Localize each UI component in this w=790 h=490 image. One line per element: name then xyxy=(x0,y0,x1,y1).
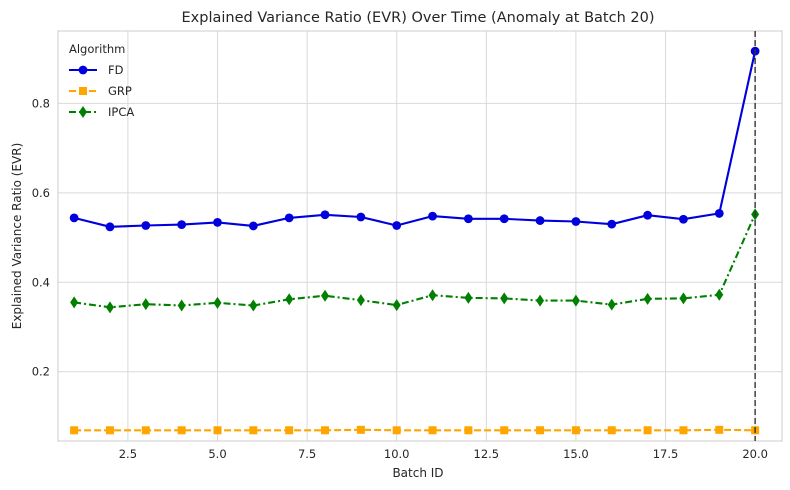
x-tick-label: 12.5 xyxy=(474,447,500,461)
ipca-line xyxy=(73,213,757,309)
grp-line xyxy=(74,428,756,432)
fd-point xyxy=(248,221,258,231)
ipca-point xyxy=(321,289,330,302)
grp-point xyxy=(500,426,509,435)
legend: Algorithm FD GRP IPCA xyxy=(69,42,134,119)
grp-point xyxy=(177,426,186,435)
y-tick-label: 0.6 xyxy=(32,186,50,200)
fd-point xyxy=(643,210,652,220)
grp-point xyxy=(105,426,114,435)
grp-point xyxy=(392,426,401,435)
y-tick-label: 0.4 xyxy=(32,275,50,289)
fd-point xyxy=(284,213,294,223)
grp-point xyxy=(70,426,79,435)
x-tick-label: 7.5 xyxy=(298,447,316,461)
fd-point xyxy=(607,219,617,229)
ipca-point xyxy=(428,289,437,302)
fd-point xyxy=(320,210,330,220)
ipca-point xyxy=(249,299,258,312)
x-tick-label: 15.0 xyxy=(563,447,589,461)
legend-marker xyxy=(79,106,87,118)
fd-point xyxy=(69,213,79,223)
legend-item-ipca: IPCA xyxy=(69,105,134,119)
ipca-point xyxy=(607,298,616,311)
grp-point xyxy=(321,426,330,435)
grp-point xyxy=(536,426,545,435)
ipca-point xyxy=(643,292,652,305)
y-axis-label: Explained Variance Ratio (EVR) xyxy=(10,143,24,330)
ipca-point xyxy=(213,296,222,309)
ipca-point xyxy=(177,299,186,312)
ipca-point xyxy=(715,288,724,301)
grp-point xyxy=(249,426,258,435)
fd-point xyxy=(428,211,437,221)
fd-point xyxy=(105,222,115,232)
plot-area-frame xyxy=(57,30,783,442)
fd-point xyxy=(213,217,222,227)
y-tick-label: 0.2 xyxy=(32,365,50,379)
x-tick-label: 10.0 xyxy=(384,447,410,461)
grp-point xyxy=(571,426,580,435)
x-tick-label: 20.0 xyxy=(742,447,768,461)
ipca-point xyxy=(536,294,545,307)
fd-point xyxy=(571,217,581,226)
ipca-point xyxy=(70,296,79,309)
fd-point xyxy=(177,220,187,229)
grp-point xyxy=(213,426,222,435)
fd-point xyxy=(356,212,366,222)
fd-point xyxy=(535,216,545,225)
fd-line xyxy=(73,50,757,228)
legend-label: FD xyxy=(108,63,124,77)
legend-label: IPCA xyxy=(108,105,134,119)
series-layer xyxy=(69,46,760,435)
legend-item-fd: FD xyxy=(69,63,124,77)
grp-point xyxy=(715,425,724,434)
series-ipca xyxy=(70,208,760,314)
fd-point xyxy=(463,214,473,224)
ipca-point xyxy=(105,301,114,314)
grp-point xyxy=(285,426,294,435)
series-grp xyxy=(70,425,760,435)
legend-marker xyxy=(79,87,87,95)
fd-point xyxy=(714,209,724,218)
legend-label: GRP xyxy=(108,84,132,98)
fd-point xyxy=(392,221,402,230)
chart-title: Explained Variance Ratio (EVR) Over Time… xyxy=(182,10,655,26)
grp-point xyxy=(607,426,616,435)
ipca-point xyxy=(500,292,509,305)
ipca-point xyxy=(141,298,150,311)
fd-point xyxy=(141,221,151,230)
legend-item-grp: GRP xyxy=(69,84,132,98)
ipca-point xyxy=(679,292,688,305)
fd-point xyxy=(679,214,688,224)
ipca-point xyxy=(356,294,365,307)
x-tick-label: 5.0 xyxy=(208,447,226,461)
grp-point xyxy=(643,426,652,435)
grp-point xyxy=(141,426,150,435)
ipca-point xyxy=(571,294,580,307)
grp-point xyxy=(679,426,688,435)
x-axis-label: Batch ID xyxy=(392,466,443,480)
grid-lines xyxy=(58,31,782,441)
tick-labels: 2.5 5.0 7.5 10.0 12.5 15.0 17.5 20.0 0.2 0.4 0.6 0.… xyxy=(32,96,768,461)
legend-title: Algorithm xyxy=(69,42,125,56)
x-tick-label: 17.5 xyxy=(653,447,679,461)
x-tick-label: 2.5 xyxy=(119,447,137,461)
ipca-point xyxy=(392,299,401,312)
ipca-point xyxy=(285,293,294,306)
grp-point xyxy=(464,426,473,435)
grp-point xyxy=(428,426,437,435)
y-tick-label: 0.8 xyxy=(32,96,50,110)
legend-marker xyxy=(78,65,88,75)
fd-point xyxy=(499,214,509,224)
series-fd xyxy=(69,46,760,232)
ipca-point xyxy=(464,291,473,304)
grp-point xyxy=(356,425,365,434)
